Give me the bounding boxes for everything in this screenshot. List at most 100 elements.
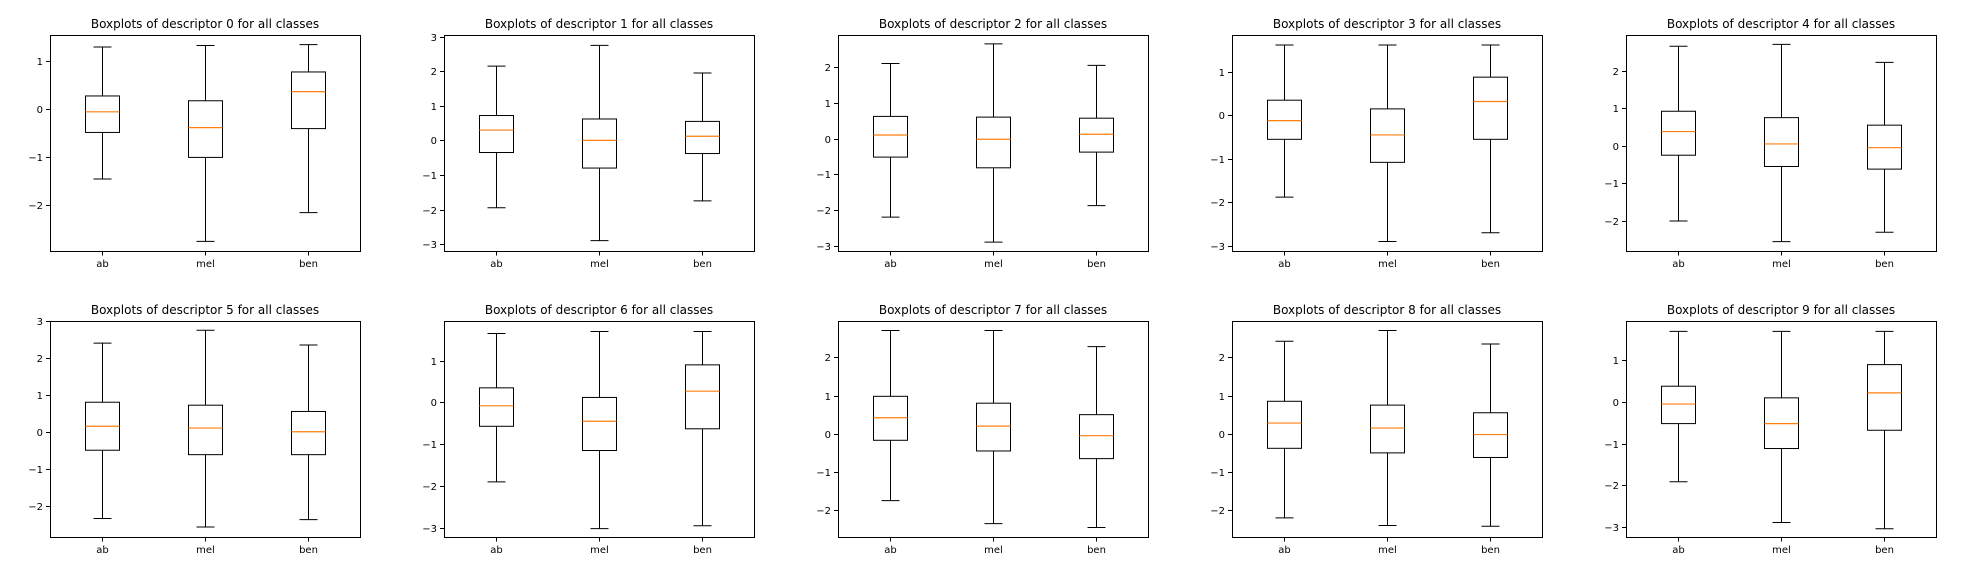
y-tick-label: 3	[37, 317, 43, 328]
box-mel	[582, 118, 617, 169]
box-mel	[1370, 404, 1405, 454]
y-tick-label: 0	[1613, 142, 1619, 153]
y-tick-label: −3	[1210, 242, 1225, 253]
chart-title: Boxplots of descriptor 1 for all classes	[485, 17, 713, 31]
chart-title: Boxplots of descriptor 7 for all classes	[879, 303, 1107, 317]
y-tick-label: −2	[1604, 481, 1619, 492]
y-tick-label: 0	[1219, 111, 1225, 122]
x-tick-label: mel	[1378, 259, 1397, 270]
y-tick-label: 1	[825, 392, 831, 403]
y-tick-label: −1	[1604, 179, 1619, 190]
box-ab	[479, 115, 514, 154]
y-tick-label: 2	[431, 67, 437, 78]
y-tick-label: −3	[422, 524, 437, 535]
x-tick-label: ben	[299, 545, 318, 556]
boxplot-panel-5: Boxplots of descriptor 5 for all classes…	[28, 303, 361, 556]
x-tick-label: ab	[1278, 545, 1290, 556]
x-tick-label: ab	[490, 259, 502, 270]
chart-title: Boxplots of descriptor 3 for all classes	[1273, 17, 1501, 31]
x-tick-label: mel	[1772, 259, 1791, 270]
y-tick-label: 2	[825, 353, 831, 364]
chart-title: Boxplots of descriptor 6 for all classes	[485, 303, 713, 317]
x-tick-label: ab	[884, 259, 896, 270]
box-ab	[85, 95, 120, 133]
x-tick-label: ab	[884, 545, 896, 556]
box-ben	[1867, 364, 1902, 431]
y-tick-label: 1	[431, 357, 437, 368]
chart-title: Boxplots of descriptor 4 for all classes	[1667, 17, 1895, 31]
y-tick-label: −2	[816, 206, 831, 217]
y-tick-label: −1	[1210, 155, 1225, 166]
y-tick-label: −1	[422, 440, 437, 451]
chart-title: Boxplots of descriptor 0 for all classes	[91, 17, 319, 31]
boxplot-panel-3: Boxplots of descriptor 3 for all classes…	[1210, 17, 1543, 270]
x-tick-label: ben	[1087, 259, 1106, 270]
x-tick-label: ab	[1672, 259, 1684, 270]
box-ab	[1267, 400, 1302, 449]
box-ben	[685, 364, 720, 430]
y-tick-label: −2	[1210, 198, 1225, 209]
y-tick-label: −2	[422, 206, 437, 217]
chart-title: Boxplots of descriptor 8 for all classes	[1273, 303, 1501, 317]
y-tick-label: 1	[37, 391, 43, 402]
boxplot-panel-9: Boxplots of descriptor 9 for all classes…	[1604, 303, 1937, 556]
box-mel	[976, 402, 1011, 452]
y-tick-label: −2	[28, 201, 43, 212]
y-tick-label: −1	[816, 170, 831, 181]
x-tick-label: ben	[299, 259, 318, 270]
y-tick-label: 3	[431, 33, 437, 44]
y-tick-label: −1	[28, 465, 43, 476]
y-tick-label: −1	[28, 153, 43, 164]
boxplot-panel-0: Boxplots of descriptor 0 for all classes…	[28, 17, 361, 270]
y-tick-label: 0	[37, 105, 43, 116]
x-tick-label: ab	[1278, 259, 1290, 270]
x-tick-label: ben	[693, 259, 712, 270]
box-ab	[1661, 110, 1696, 156]
y-tick-label: 2	[1219, 353, 1225, 364]
y-tick-label: 0	[431, 136, 437, 147]
chart-title: Boxplots of descriptor 2 for all classes	[879, 17, 1107, 31]
y-tick-label: 0	[825, 135, 831, 146]
x-tick-label: ab	[1672, 545, 1684, 556]
x-tick-label: mel	[196, 545, 215, 556]
box-mel	[1370, 108, 1405, 163]
y-tick-label: 1	[825, 99, 831, 110]
box-ab	[1267, 99, 1302, 140]
y-tick-label: −3	[1604, 523, 1619, 534]
box-mel	[582, 396, 617, 452]
y-tick-label: −1	[1210, 468, 1225, 479]
y-tick-label: 1	[1219, 392, 1225, 403]
y-tick-label: 1	[1613, 356, 1619, 367]
boxplot-panel-4: Boxplots of descriptor 4 for all classes…	[1604, 17, 1937, 270]
y-tick-label: −2	[1604, 217, 1619, 228]
box-mel	[188, 404, 223, 456]
y-tick-label: 1	[37, 57, 43, 68]
x-tick-label: ab	[490, 545, 502, 556]
box-ab	[1661, 385, 1696, 425]
x-tick-label: ben	[1481, 545, 1500, 556]
y-tick-label: 1	[431, 102, 437, 113]
box-ben	[1079, 117, 1114, 153]
y-tick-label: 0	[1613, 398, 1619, 409]
y-tick-label: −2	[28, 502, 43, 513]
x-tick-label: mel	[1772, 545, 1791, 556]
box-ben	[1079, 414, 1114, 460]
x-tick-label: mel	[1378, 545, 1397, 556]
box-ben	[685, 120, 720, 155]
y-tick-label: 0	[1219, 430, 1225, 441]
x-tick-label: mel	[196, 259, 215, 270]
y-tick-label: 2	[1613, 67, 1619, 78]
y-tick-label: 2	[825, 63, 831, 74]
box-ben	[1473, 76, 1508, 140]
box-mel	[188, 100, 223, 158]
chart-title: Boxplots of descriptor 5 for all classes	[91, 303, 319, 317]
y-tick-label: −1	[1604, 440, 1619, 451]
x-tick-label: ben	[693, 545, 712, 556]
y-tick-label: −3	[422, 240, 437, 251]
x-tick-label: ab	[96, 545, 108, 556]
y-tick-label: −2	[422, 482, 437, 493]
y-tick-label: 0	[825, 430, 831, 441]
box-ben	[291, 71, 326, 130]
box-mel	[1764, 117, 1799, 167]
